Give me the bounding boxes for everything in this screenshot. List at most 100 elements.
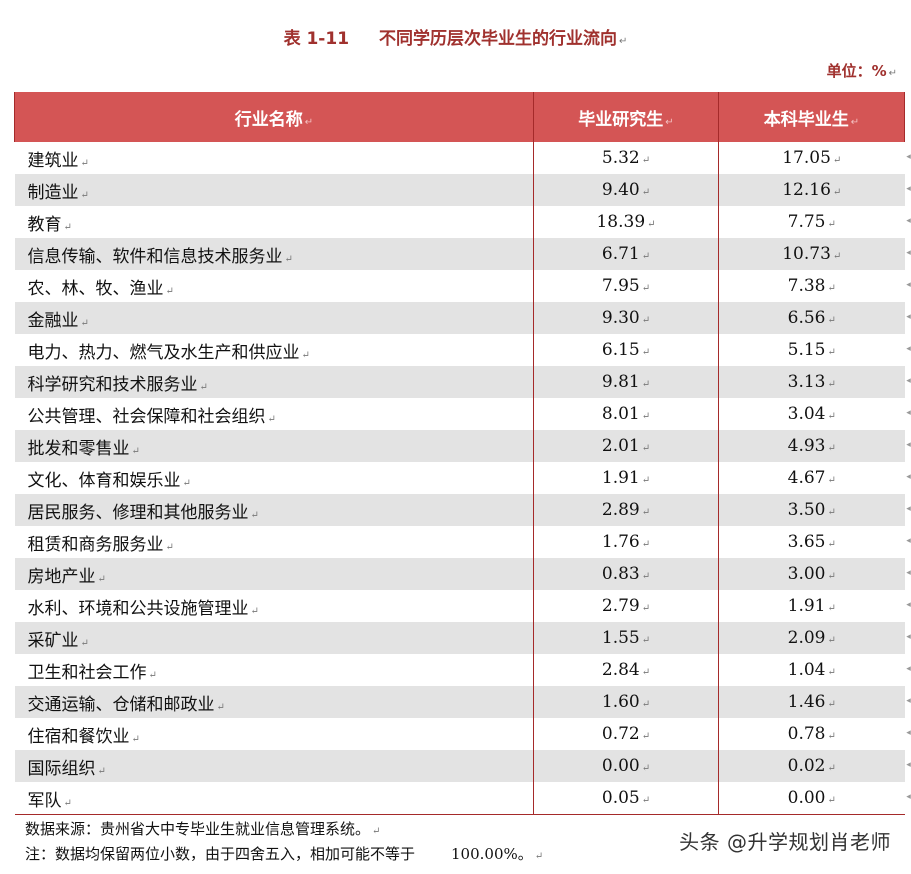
paragraph-mark-icon: ↵ bbox=[641, 155, 651, 166]
paragraph-mark-icon: ↵ bbox=[165, 285, 174, 297]
row-end-mark-icon: ◂ bbox=[906, 600, 911, 610]
table-row: 卫生和社会工作 ↵ 2.84 ↵ 1.04 ↵ bbox=[14, 654, 905, 686]
paragraph-mark-icon: ↵ bbox=[80, 317, 89, 329]
undergraduate-value-cell: 0.00 ↵ bbox=[718, 782, 905, 815]
paragraph-mark-icon: ↵ bbox=[641, 603, 651, 614]
unit-label: 单位：% ↵ bbox=[826, 62, 897, 80]
industry-name-cell: 国际组织 ↵ bbox=[14, 750, 534, 782]
industry-name-cell: 采矿业 ↵ bbox=[14, 622, 534, 654]
graduate-value-cell: 8.01 ↵ bbox=[533, 398, 719, 430]
graduate-value-cell: 0.00 ↵ bbox=[533, 750, 719, 782]
undergraduate-value-cell: 0.02 ↵ bbox=[718, 750, 905, 782]
industry-name-cell: 交通运输、仓储和邮政业 ↵ bbox=[14, 686, 534, 718]
undergraduate-value-cell: 1.91 ↵ bbox=[787, 596, 836, 616]
industry-name-cell: 水利、环境和公共设施管理业 ↵ bbox=[14, 590, 534, 622]
paragraph-mark-icon: ↵ bbox=[619, 36, 628, 47]
industry-name-cell: 军队 ↵ bbox=[14, 782, 534, 815]
paragraph-mark-icon: ↵ bbox=[267, 413, 276, 425]
undergraduate-value-cell: 3.65 ↵ bbox=[787, 532, 836, 552]
undergraduate-value-cell: 1.46 ↵ bbox=[718, 686, 905, 718]
paragraph-mark-icon: ↵ bbox=[827, 699, 836, 710]
row-end-mark-icon: ◂ bbox=[906, 184, 911, 194]
table-row: 居民服务、修理和其他服务业 ↵ 2.89 ↵ 3.50 ↵ bbox=[14, 494, 905, 526]
industry-name-cell: 制造业 ↵ bbox=[14, 174, 534, 206]
paragraph-mark-icon: ↵ bbox=[641, 283, 651, 294]
undergraduate-value-cell: 7.75 ↵ bbox=[787, 212, 836, 232]
undergraduate-value-cell: 3.13 ↵ bbox=[718, 366, 905, 398]
paragraph-mark-icon: ↵ bbox=[827, 219, 836, 230]
paragraph-mark-icon: ↵ bbox=[199, 381, 208, 393]
table-number: 表 1-11 bbox=[283, 29, 350, 49]
paragraph-mark-icon: ↵ bbox=[827, 571, 836, 582]
table-row: 金融业 ↵ 9.30 ↵ 6.56 ↵ bbox=[14, 302, 905, 334]
industry-name-cell: 金融业 ↵ bbox=[14, 302, 534, 334]
industry-name-cell: 公共管理、社会保障和社会组织 ↵ bbox=[14, 398, 534, 430]
undergraduate-value-cell: 3.04 ↵ bbox=[787, 404, 836, 424]
graduate-value-cell: 9.81 ↵ bbox=[533, 366, 719, 398]
paragraph-mark-icon: ↵ bbox=[641, 763, 651, 774]
paragraph-mark-icon: ↵ bbox=[641, 507, 651, 518]
row-end-mark-icon: ◂ bbox=[906, 536, 911, 546]
row-end-mark-icon: ◂ bbox=[906, 440, 911, 450]
paragraph-mark-icon: ↵ bbox=[827, 763, 836, 774]
industry-name-cell: 批发和零售业 ↵ bbox=[14, 430, 534, 462]
paragraph-mark-icon: ↵ bbox=[827, 315, 836, 326]
graduate-value-cell: 0.72 ↵ bbox=[533, 718, 719, 750]
paragraph-mark-icon: ↵ bbox=[641, 795, 651, 806]
paragraph-mark-icon: ↵ bbox=[827, 283, 836, 294]
paragraph-mark-icon: ↵ bbox=[641, 315, 651, 326]
industry-name-cell: 农、林、牧、渔业 ↵ bbox=[14, 270, 534, 302]
header-graduate: 毕业研究生 ↵ bbox=[533, 92, 719, 142]
row-end-mark-icon: ◂ bbox=[906, 632, 911, 642]
industry-table: 行业名称 ↵ 毕业研究生 ↵ 本科毕业生 ↵ 建筑业 ↵ 5.32 ↵ 17.05 ↵ 制造业 ↵ 9… bbox=[14, 92, 905, 815]
table-row: 租赁和商务服务业 ↵ 1.76 ↵ 3.65 ↵ bbox=[14, 526, 905, 558]
paragraph-mark-icon: ↵ bbox=[97, 765, 106, 777]
paragraph-mark-icon: ↵ bbox=[80, 157, 89, 169]
industry-name-cell: 租赁和商务服务业 ↵ bbox=[14, 526, 534, 558]
paragraph-mark-icon: ↵ bbox=[832, 251, 842, 262]
undergraduate-value-cell: 6.56 ↵ bbox=[718, 302, 905, 334]
industry-name-cell: 房地产业 ↵ bbox=[14, 558, 534, 590]
graduate-value-cell: 1.60 ↵ bbox=[533, 686, 719, 718]
paragraph-mark-icon: ↵ bbox=[165, 541, 174, 553]
industry-name-cell: 住宿和餐饮业 ↵ bbox=[14, 718, 534, 750]
undergraduate-value-cell: 1.04 ↵ bbox=[787, 660, 836, 680]
header-industry: 行业名称 ↵ bbox=[14, 92, 534, 142]
paragraph-mark-icon: ↵ bbox=[641, 251, 651, 262]
row-end-mark-icon: ◂ bbox=[906, 248, 911, 258]
paragraph-mark-icon: ↵ bbox=[63, 797, 72, 809]
header-undergraduate: 本科毕业生 ↵ bbox=[718, 92, 905, 142]
row-end-mark-icon: ◂ bbox=[906, 728, 911, 738]
graduate-value-cell: 2.01 ↵ bbox=[533, 430, 719, 462]
row-end-mark-icon: ◂ bbox=[906, 152, 911, 162]
paragraph-mark-icon: ↵ bbox=[641, 411, 651, 422]
row-end-mark-icon: ◂ bbox=[906, 760, 911, 770]
paragraph-mark-icon: ↵ bbox=[827, 379, 836, 390]
paragraph-mark-icon: ↵ bbox=[827, 507, 836, 518]
graduate-value-cell: 1.55 ↵ bbox=[533, 622, 719, 654]
graduate-value-cell: 2.84 ↵ bbox=[533, 654, 719, 686]
paragraph-mark-icon: ↵ bbox=[641, 379, 651, 390]
row-end-mark-icon: ◂ bbox=[906, 280, 911, 290]
paragraph-mark-icon: ↵ bbox=[250, 605, 259, 617]
table-row: 建筑业 ↵ 5.32 ↵ 17.05 ↵ bbox=[14, 142, 905, 174]
paragraph-mark-icon: ↵ bbox=[827, 635, 836, 646]
undergraduate-value-cell: 10.73 ↵ bbox=[718, 238, 905, 270]
graduate-value-cell: 9.40 ↵ bbox=[533, 174, 719, 206]
paragraph-mark-icon: ↵ bbox=[131, 445, 140, 457]
paragraph-mark-icon: ↵ bbox=[63, 221, 72, 233]
table-row: 国际组织 ↵ 0.00 ↵ 0.02 ↵ bbox=[14, 750, 905, 782]
graduate-value-cell: 0.83 ↵ bbox=[533, 558, 719, 590]
graduate-value-cell: 1.91 ↵ bbox=[533, 462, 719, 494]
table-row: 水利、环境和公共设施管理业 ↵ 2.79 ↵ 1.91 ↵ bbox=[14, 590, 905, 622]
paragraph-mark-icon: ↵ bbox=[827, 475, 836, 486]
paragraph-mark-icon: ↵ bbox=[832, 187, 842, 198]
undergraduate-value-cell: 3.50 ↵ bbox=[718, 494, 905, 526]
graduate-value-cell: 6.15 ↵ bbox=[533, 334, 719, 366]
industry-name-cell: 卫生和社会工作 ↵ bbox=[14, 654, 534, 686]
paragraph-mark-icon: ↵ bbox=[250, 509, 259, 521]
paragraph-mark-icon: ↵ bbox=[641, 667, 651, 678]
paragraph-mark-icon: ↵ bbox=[641, 699, 651, 710]
paragraph-mark-icon: ↵ bbox=[641, 539, 651, 550]
paragraph-mark-icon: ↵ bbox=[131, 733, 140, 745]
